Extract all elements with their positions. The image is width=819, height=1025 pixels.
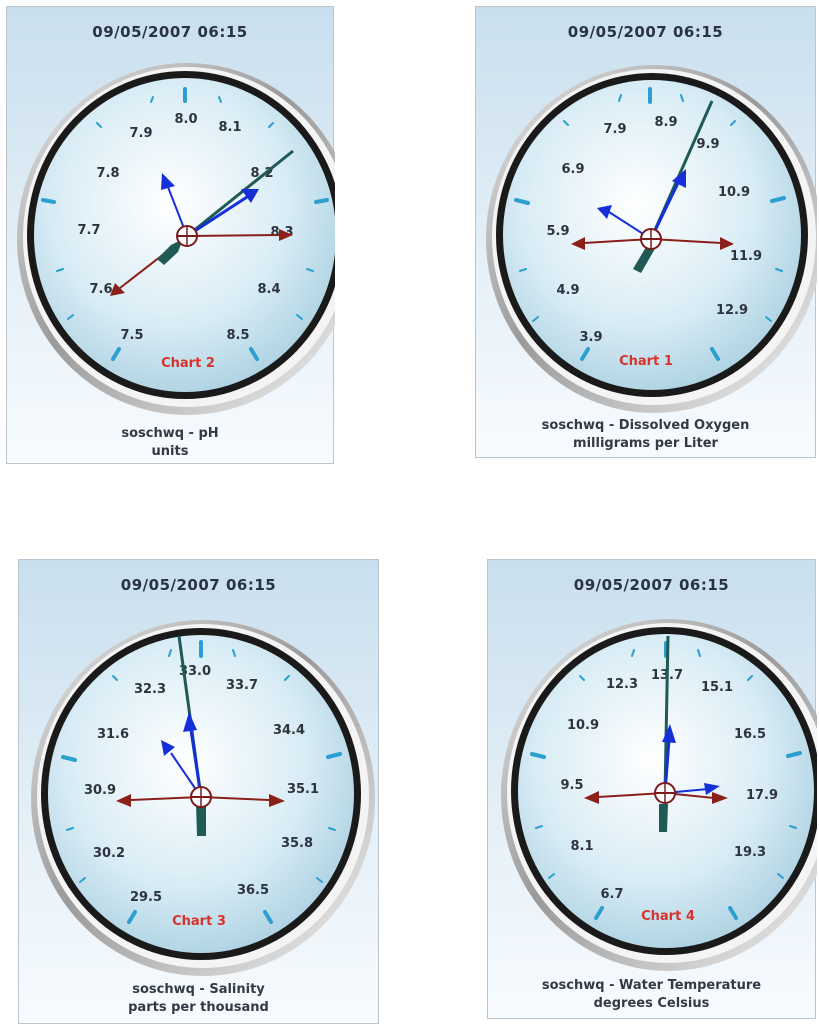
gauge-panel-salinity: 09/05/2007 06:15 — [18, 559, 379, 1024]
gauge-caption: soschwq - pH units — [7, 425, 333, 461]
chart-label: Chart 1 — [619, 354, 673, 369]
scale-label: 17.9 — [746, 788, 778, 803]
gauge-dial: 8.0 8.1 8.2 8.3 8.4 8.5 7.5 7.6 7.7 7.8 … — [7, 7, 335, 465]
scale-label: 29.5 — [130, 890, 162, 905]
gauge-caption: soschwq - Dissolved Oxygen milligrams pe… — [476, 417, 815, 453]
scale-label: 8.0 — [174, 112, 197, 127]
caption-title: soschwq - Salinity — [19, 981, 378, 999]
scale-label: 33.7 — [226, 678, 258, 693]
scale-label: 32.3 — [134, 682, 166, 697]
caption-title: soschwq - Dissolved Oxygen — [476, 417, 815, 435]
caption-units: degrees Celsius — [488, 995, 815, 1013]
scale-label: 34.4 — [273, 723, 305, 738]
scale-label: 8.4 — [257, 282, 280, 297]
gauge-panel-ph: 09/05/2007 06:15 — [6, 6, 334, 464]
scale-label: 8.5 — [226, 328, 249, 343]
caption-units: parts per thousand — [19, 999, 378, 1017]
chart-label: Chart 3 — [172, 914, 226, 929]
scale-label: 7.5 — [120, 328, 143, 343]
chart-label: Chart 2 — [161, 356, 215, 371]
scale-label: 12.9 — [716, 303, 748, 318]
caption-title: soschwq - pH — [7, 425, 333, 443]
gauge-dial: 33.0 33.7 34.4 35.1 35.8 36.5 29.5 30.2 … — [19, 560, 380, 1025]
scale-label: 4.9 — [556, 283, 579, 298]
scale-label: 30.9 — [84, 783, 116, 798]
gauge-dial: 8.9 9.9 10.9 11.9 12.9 3.9 4.9 5.9 6.9 7… — [476, 7, 817, 459]
scale-label: 9.9 — [696, 137, 719, 152]
gauge-panel-water-temperature: 09/05/2007 06:15 — [487, 559, 816, 1019]
scale-label: 10.9 — [567, 718, 599, 733]
scale-label: 6.9 — [561, 162, 584, 177]
scale-label: 15.1 — [701, 680, 733, 695]
scale-label: 36.5 — [237, 883, 269, 898]
scale-label: 8.1 — [218, 120, 241, 135]
scale-label: 16.5 — [734, 727, 766, 742]
scale-label: 19.3 — [734, 845, 766, 860]
scale-label: 7.7 — [77, 223, 100, 238]
scale-label: 3.9 — [579, 330, 602, 345]
scale-label: 31.6 — [97, 727, 129, 742]
scale-label: 5.9 — [546, 224, 569, 239]
scale-label: 35.1 — [287, 782, 319, 797]
gauge-caption: soschwq - Salinity parts per thousand — [19, 981, 378, 1017]
scale-label: 35.8 — [281, 836, 313, 851]
scale-label: 7.6 — [89, 282, 112, 297]
scale-label: 8.9 — [654, 115, 677, 130]
scale-label: 11.9 — [730, 249, 762, 264]
hand-red-right — [187, 235, 279, 236]
scale-label: 6.7 — [600, 887, 623, 902]
chart-label: Chart 4 — [641, 909, 695, 924]
gauge-panel-dissolved-oxygen: 09/05/2007 06:15 — [475, 6, 816, 458]
scale-label: 10.9 — [718, 185, 750, 200]
caption-units: units — [7, 443, 333, 461]
scale-label: 12.3 — [606, 677, 638, 692]
caption-units: milligrams per Liter — [476, 435, 815, 453]
scale-label: 7.9 — [603, 122, 626, 137]
scale-label: 30.2 — [93, 846, 125, 861]
gauge-dial: 13.7 15.1 16.5 17.9 19.3 6.7 8.1 9.5 10.… — [488, 560, 817, 1020]
scale-label: 7.9 — [129, 126, 152, 141]
scale-label: 8.1 — [570, 839, 593, 854]
scale-label: 7.8 — [96, 166, 119, 181]
gauge-caption: soschwq - Water Temperature degrees Cels… — [488, 977, 815, 1013]
scale-label: 9.5 — [560, 778, 583, 793]
caption-title: soschwq - Water Temperature — [488, 977, 815, 995]
